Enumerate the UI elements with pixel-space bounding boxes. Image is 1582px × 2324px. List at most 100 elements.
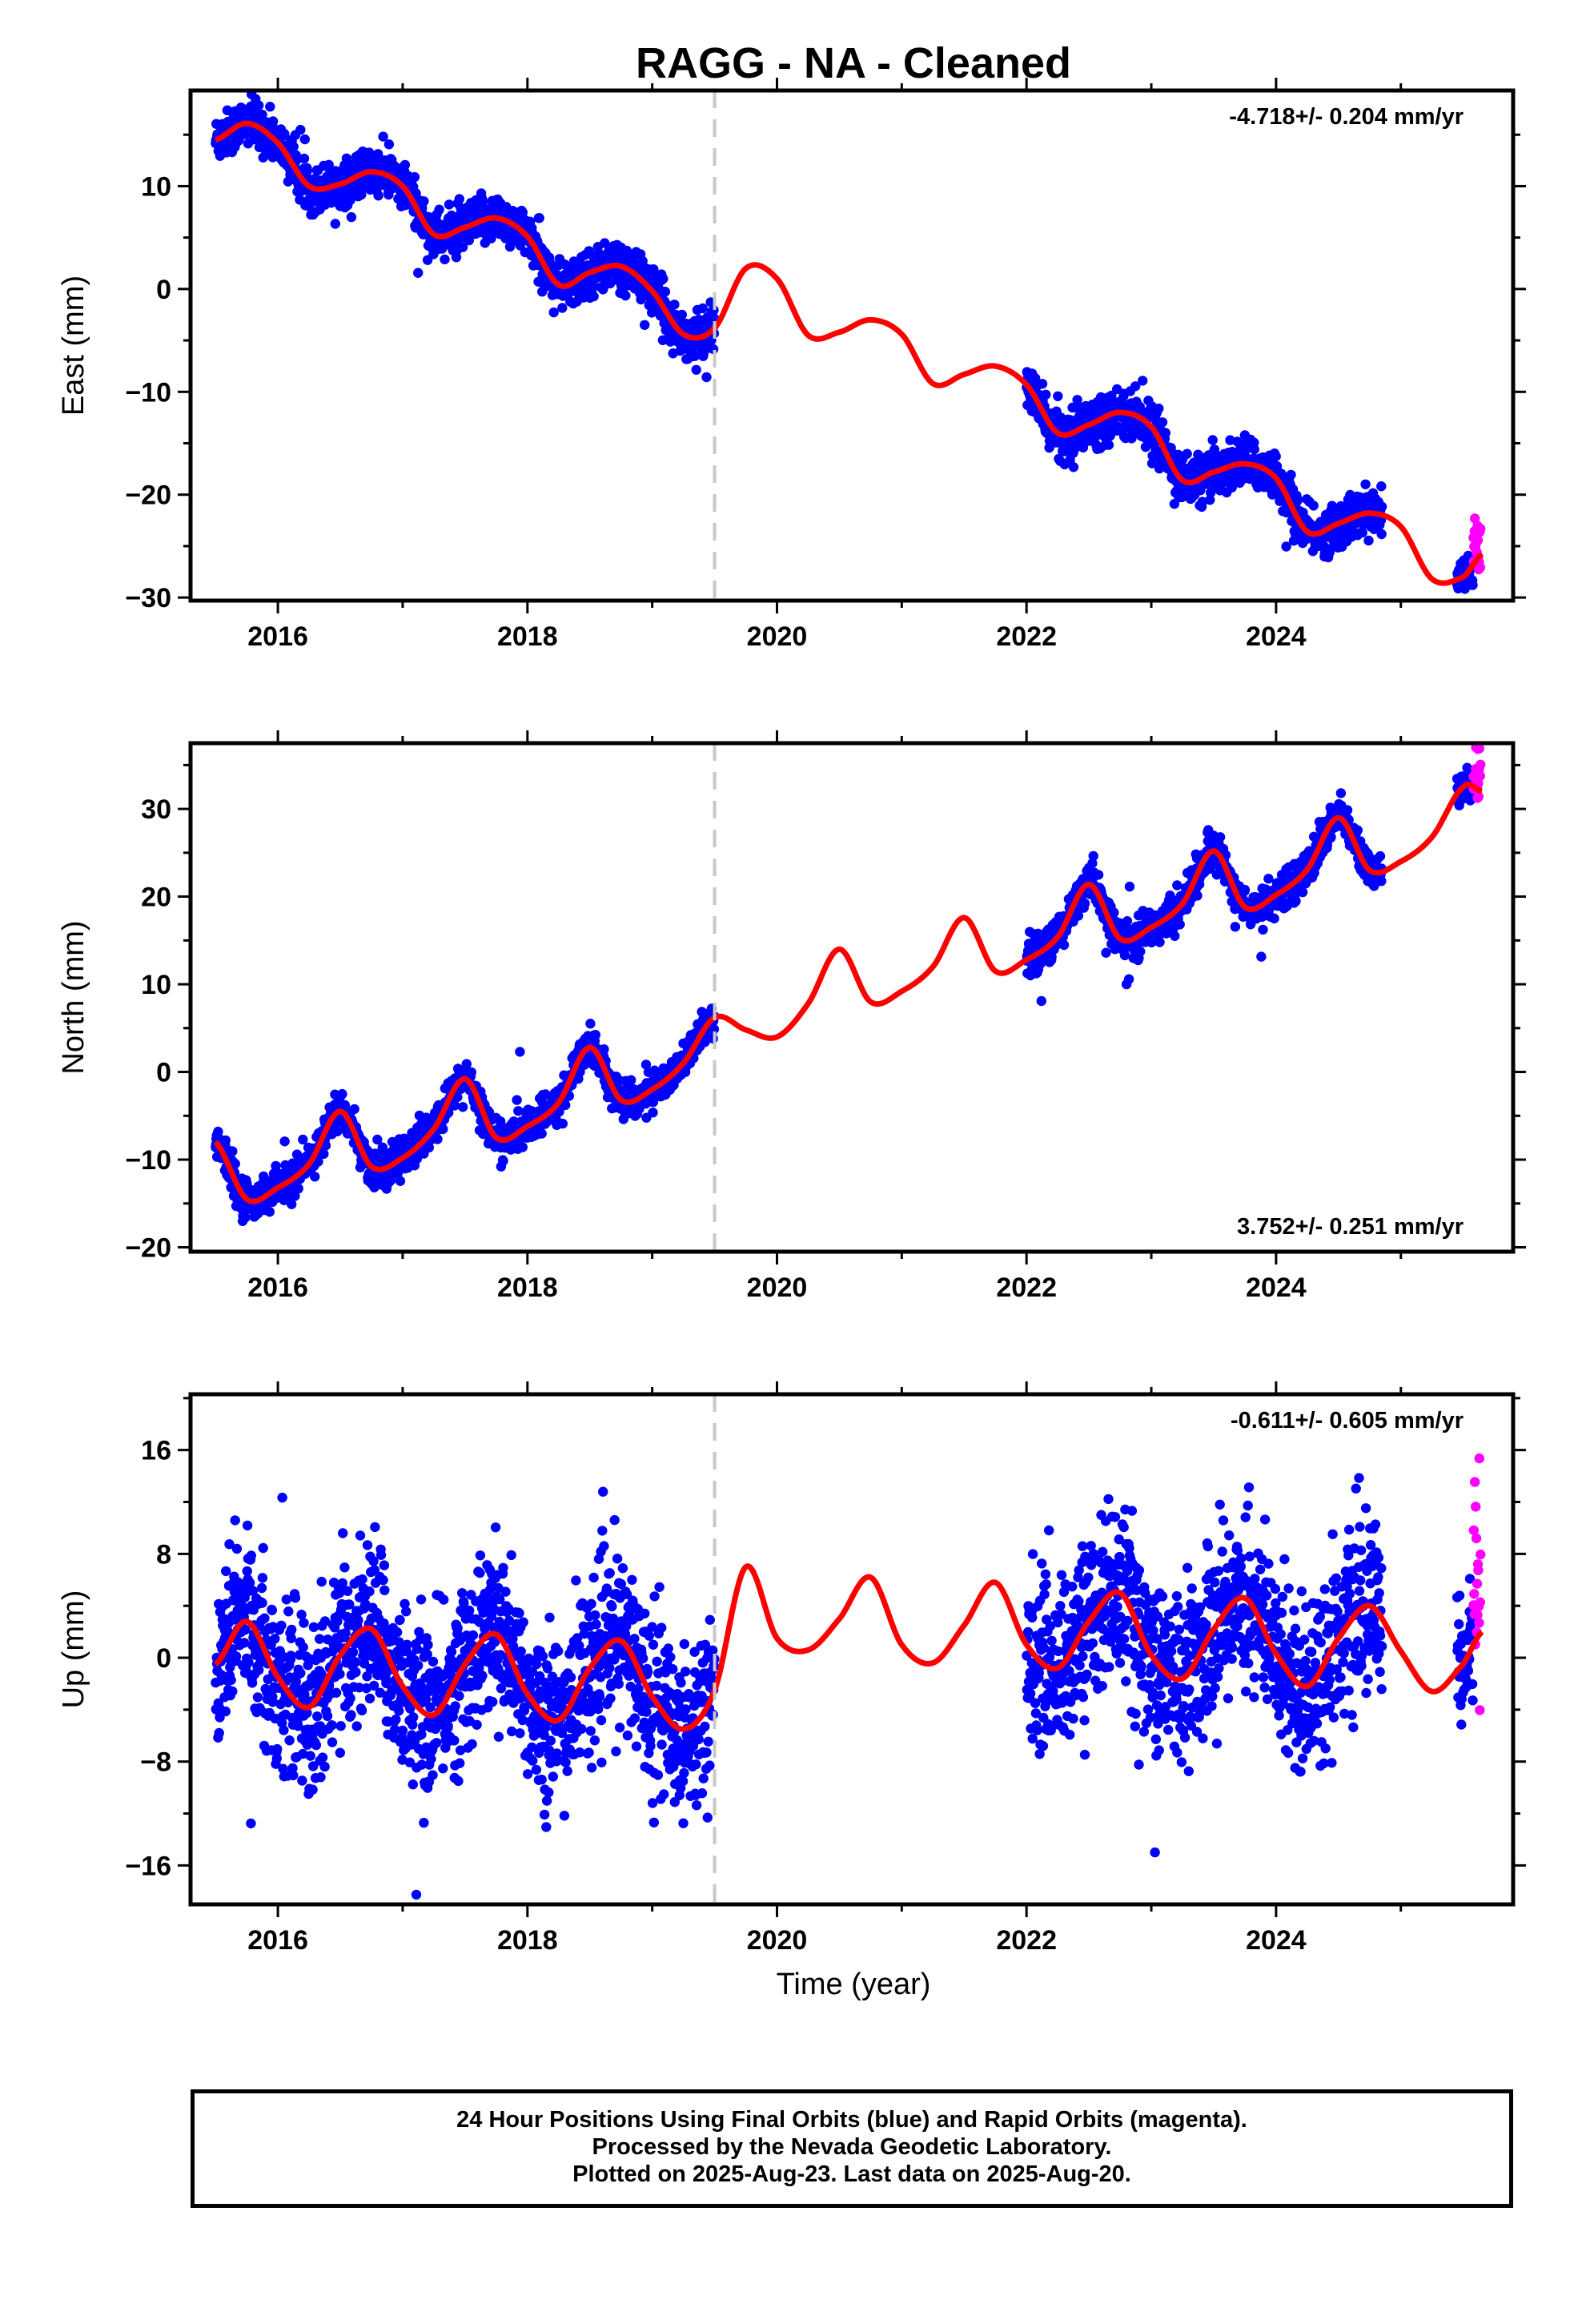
final-point bbox=[486, 233, 496, 243]
rapid-point bbox=[1472, 535, 1484, 545]
y-tick-label: −30 bbox=[125, 583, 171, 613]
final-point bbox=[1103, 440, 1114, 450]
final-point bbox=[332, 1126, 343, 1136]
final-point bbox=[240, 1212, 251, 1223]
final-point bbox=[395, 1176, 406, 1186]
final-point bbox=[640, 320, 650, 330]
final-point bbox=[1122, 916, 1133, 927]
final-point bbox=[648, 1108, 658, 1118]
final-point bbox=[697, 1007, 707, 1017]
final-point bbox=[513, 1106, 524, 1116]
final-point bbox=[457, 242, 468, 252]
final-point bbox=[677, 309, 687, 320]
final-point bbox=[536, 1128, 547, 1139]
final-point bbox=[557, 1118, 568, 1129]
final-point bbox=[709, 1023, 720, 1035]
final-point bbox=[1286, 469, 1296, 480]
final-point bbox=[1089, 404, 1099, 415]
final-point bbox=[393, 194, 404, 204]
final-point bbox=[1325, 544, 1335, 554]
final-point bbox=[298, 1134, 308, 1145]
rapid-point bbox=[1470, 513, 1480, 524]
final-point bbox=[1154, 937, 1165, 947]
rapid-point bbox=[1475, 562, 1486, 573]
final-point bbox=[648, 264, 659, 275]
final-point bbox=[319, 1148, 329, 1160]
final-point bbox=[1291, 896, 1301, 907]
final-point bbox=[1182, 448, 1192, 459]
final-point bbox=[1073, 911, 1084, 921]
x-tick-label: 2016 bbox=[247, 621, 308, 652]
final-point bbox=[369, 1182, 379, 1193]
final-point bbox=[457, 1102, 468, 1112]
final-point bbox=[1360, 479, 1371, 489]
final-point bbox=[1072, 395, 1082, 405]
final-point bbox=[1258, 924, 1268, 935]
final-point bbox=[640, 1059, 652, 1070]
final-point bbox=[1239, 884, 1251, 895]
final-point bbox=[478, 196, 488, 207]
final-point bbox=[1357, 527, 1368, 538]
final-point bbox=[409, 171, 420, 183]
final-point bbox=[302, 166, 312, 176]
final-point bbox=[464, 235, 474, 246]
final-point bbox=[548, 307, 559, 318]
final-point bbox=[461, 1059, 472, 1069]
final-point bbox=[669, 300, 680, 310]
final-point bbox=[1160, 428, 1171, 438]
final-point bbox=[288, 142, 299, 152]
east-final-points bbox=[211, 90, 1479, 594]
final-point bbox=[1053, 391, 1063, 401]
final-point bbox=[660, 287, 671, 297]
final-point bbox=[557, 303, 568, 313]
final-point bbox=[454, 194, 464, 204]
final-point bbox=[449, 1100, 460, 1111]
east-model-line-2 bbox=[712, 262, 1484, 586]
final-point bbox=[385, 1175, 396, 1186]
chart-title: RAGG - NA - Cleaned bbox=[636, 39, 1071, 87]
x-tick-label: 2018 bbox=[497, 621, 558, 652]
final-point bbox=[330, 219, 340, 229]
final-point bbox=[287, 1199, 297, 1209]
final-point bbox=[600, 238, 610, 248]
final-point bbox=[1130, 381, 1141, 392]
final-point bbox=[293, 1184, 303, 1194]
final-point bbox=[1271, 451, 1281, 462]
final-point bbox=[1256, 951, 1267, 962]
final-point bbox=[434, 204, 444, 215]
final-point bbox=[290, 1191, 300, 1201]
final-point bbox=[1154, 403, 1164, 414]
final-point bbox=[604, 278, 616, 289]
final-point bbox=[560, 1100, 571, 1111]
final-point bbox=[1157, 417, 1168, 428]
final-point bbox=[590, 1030, 600, 1040]
final-point bbox=[1078, 442, 1089, 453]
final-point bbox=[419, 196, 429, 207]
final-point bbox=[1109, 907, 1119, 918]
final-point bbox=[1170, 931, 1180, 942]
final-point bbox=[1079, 898, 1090, 909]
final-point bbox=[295, 124, 306, 135]
north-plot-area bbox=[211, 743, 1486, 1227]
final-point bbox=[400, 159, 411, 171]
final-point bbox=[299, 153, 310, 164]
final-point bbox=[1363, 535, 1374, 546]
final-point bbox=[1101, 947, 1111, 958]
y-tick-label: 0 bbox=[156, 275, 171, 305]
final-point bbox=[709, 305, 719, 316]
final-point bbox=[1174, 919, 1185, 930]
final-point bbox=[515, 1047, 525, 1057]
final-point bbox=[620, 290, 631, 301]
east-plot-area bbox=[211, 90, 1486, 594]
final-point bbox=[310, 1172, 320, 1182]
final-point bbox=[701, 372, 712, 383]
final-point bbox=[432, 1134, 443, 1144]
final-point bbox=[1215, 832, 1226, 842]
final-point bbox=[466, 1067, 476, 1078]
final-point bbox=[337, 1088, 347, 1100]
final-point bbox=[700, 1037, 710, 1047]
final-point bbox=[691, 364, 701, 375]
final-point bbox=[1135, 946, 1146, 957]
x-tick-label: 2022 bbox=[996, 621, 1057, 652]
